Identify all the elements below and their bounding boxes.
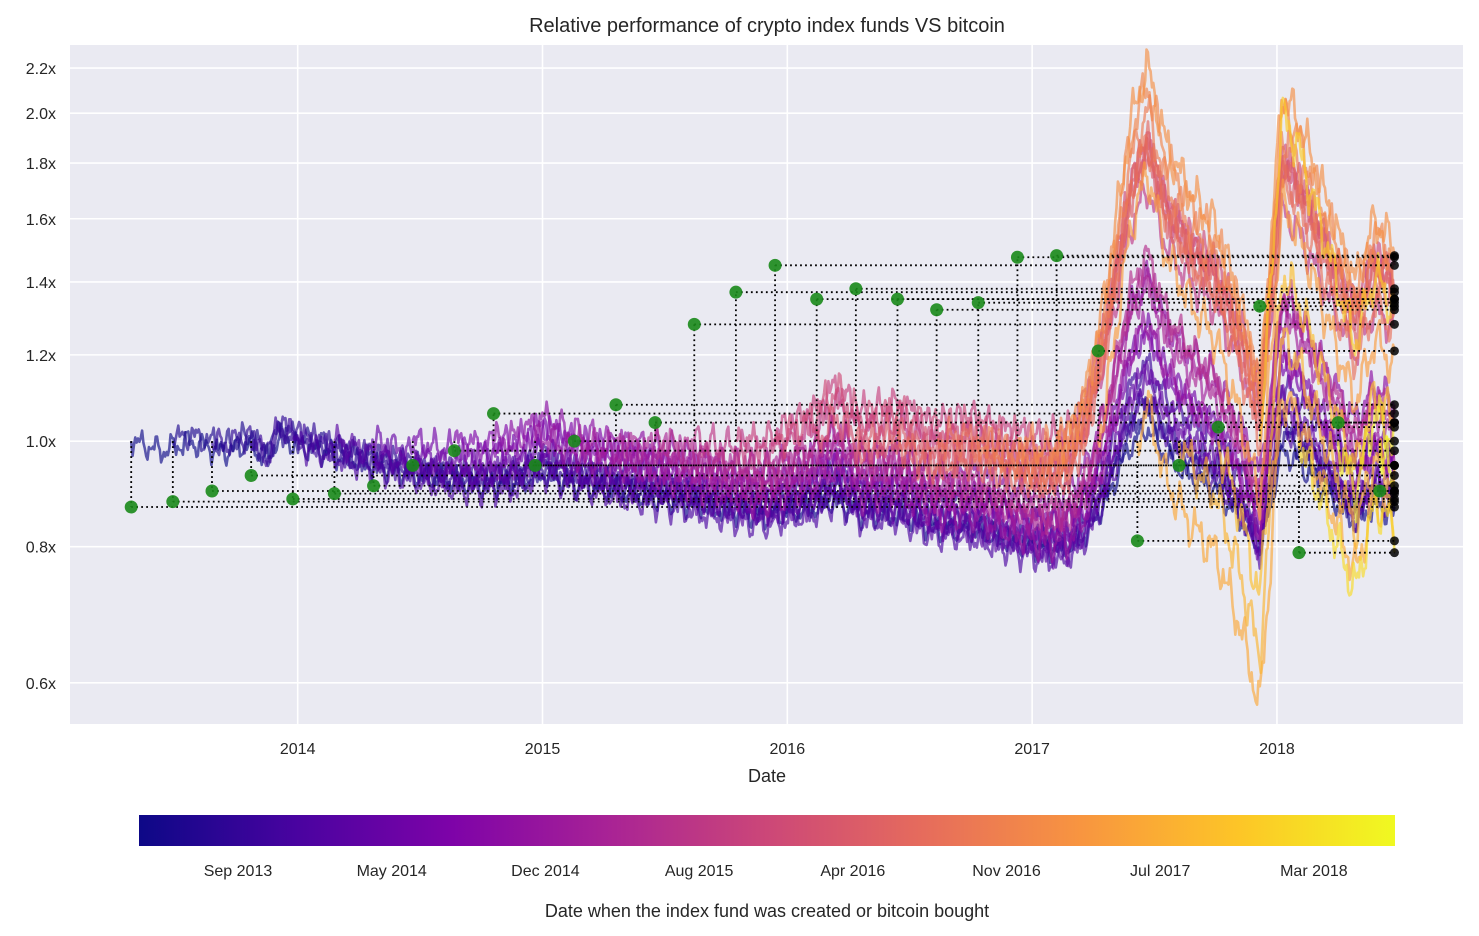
- start-marker: [1050, 249, 1064, 263]
- y-tick-label: 2.0x: [26, 106, 56, 123]
- start-marker: [406, 458, 420, 472]
- y-tick-label: 0.8x: [26, 540, 56, 557]
- start-marker: [166, 495, 180, 509]
- end-marker: [1389, 301, 1399, 311]
- end-marker: [1389, 470, 1399, 480]
- end-marker: [1389, 446, 1399, 456]
- end-marker: [1389, 486, 1399, 496]
- colorbar-tick-label: Sep 2013: [204, 863, 273, 880]
- x-tick-label: 2018: [1259, 741, 1295, 758]
- colorbar: [139, 815, 1395, 846]
- y-tick-label: 1.4x: [26, 275, 56, 292]
- x-axis-label: Date: [748, 766, 786, 786]
- start-marker: [930, 303, 944, 317]
- colorbar-tick-label: Nov 2016: [972, 863, 1041, 880]
- start-marker: [768, 258, 782, 272]
- colorbar-tick-label: Apr 2016: [820, 863, 885, 880]
- fund-line: [935, 133, 1396, 499]
- end-marker: [1389, 346, 1399, 356]
- end-marker: [1389, 284, 1399, 294]
- start-marker: [244, 468, 258, 482]
- x-tick-label: 2017: [1014, 741, 1050, 758]
- y-tick-label: 1.2x: [26, 348, 56, 365]
- end-marker: [1389, 460, 1399, 470]
- x-tick-label: 2016: [770, 741, 806, 758]
- start-marker: [971, 296, 985, 310]
- end-marker: [1389, 260, 1399, 270]
- start-marker: [205, 484, 219, 498]
- start-marker: [1130, 534, 1144, 548]
- start-marker: [849, 282, 863, 296]
- start-marker: [609, 398, 623, 412]
- start-marker: [124, 500, 138, 514]
- start-marker: [286, 492, 300, 506]
- start-marker: [487, 407, 501, 421]
- colorbar-tick-label: Jul 2017: [1130, 863, 1191, 880]
- end-marker: [1389, 436, 1399, 446]
- start-marker: [367, 479, 381, 493]
- x-tick-label: 2014: [280, 741, 316, 758]
- colorbar-tick-labels: Sep 2013 May 2014 Dec 2014 Aug 2015 Apr 2016…: [204, 863, 1348, 880]
- y-tick-label: 1.6x: [26, 212, 56, 229]
- fund-line: [1177, 327, 1396, 675]
- start-marker: [567, 434, 581, 448]
- start-marker: [528, 458, 542, 472]
- colorbar-tick-label: Aug 2015: [665, 863, 734, 880]
- colorbar-tick-label: Dec 2014: [511, 863, 580, 880]
- start-marker: [447, 444, 461, 458]
- end-marker: [1389, 400, 1399, 410]
- chart-title: Relative performance of crypto index fun…: [529, 15, 1005, 37]
- start-marker: [327, 487, 341, 501]
- end-marker: [1389, 319, 1399, 329]
- start-marker: [1292, 546, 1306, 560]
- start-marker: [1010, 250, 1024, 264]
- start-marker: [648, 416, 662, 430]
- y-tick-label: 1.8x: [26, 156, 56, 173]
- start-marker: [1331, 416, 1345, 430]
- fund-line: [1297, 441, 1396, 597]
- start-marker: [810, 292, 824, 306]
- fund-series: [129, 48, 1396, 707]
- fund-line: [1096, 161, 1396, 521]
- start-marker: [1172, 458, 1186, 472]
- colorbar-tick-label: May 2014: [357, 863, 427, 880]
- y-tick-label: 0.6x: [26, 676, 56, 693]
- end-marker: [1389, 536, 1399, 546]
- end-marker: [1389, 548, 1399, 558]
- fund-line: [653, 244, 1395, 536]
- end-marker: [1389, 409, 1399, 419]
- start-marker: [1211, 420, 1225, 434]
- colorbar-tick-label: Mar 2018: [1280, 863, 1348, 880]
- start-marker: [1373, 484, 1387, 498]
- colorbar-label: Date when the index fund was created or …: [545, 901, 989, 921]
- start-marker: [890, 292, 904, 306]
- end-marker: [1389, 251, 1399, 261]
- y-tick-labels: 0.6x 0.8x 1.0x 1.2x 1.4x 1.6x 1.8x 2.0x 2.2x: [26, 61, 56, 693]
- start-marker: [687, 317, 701, 331]
- x-tick-label: 2015: [525, 741, 561, 758]
- plot-background: [70, 45, 1463, 724]
- markers: [124, 249, 1399, 560]
- start-marker: [1253, 299, 1267, 313]
- end-marker: [1389, 418, 1399, 428]
- y-tick-label: 1.0x: [26, 434, 56, 451]
- start-marker: [1091, 344, 1105, 358]
- start-marker: [729, 285, 743, 299]
- x-tick-labels: 2014 2015 2016 2017 2018: [280, 741, 1295, 758]
- y-tick-label: 2.2x: [26, 61, 56, 78]
- fund-line: [1055, 48, 1396, 466]
